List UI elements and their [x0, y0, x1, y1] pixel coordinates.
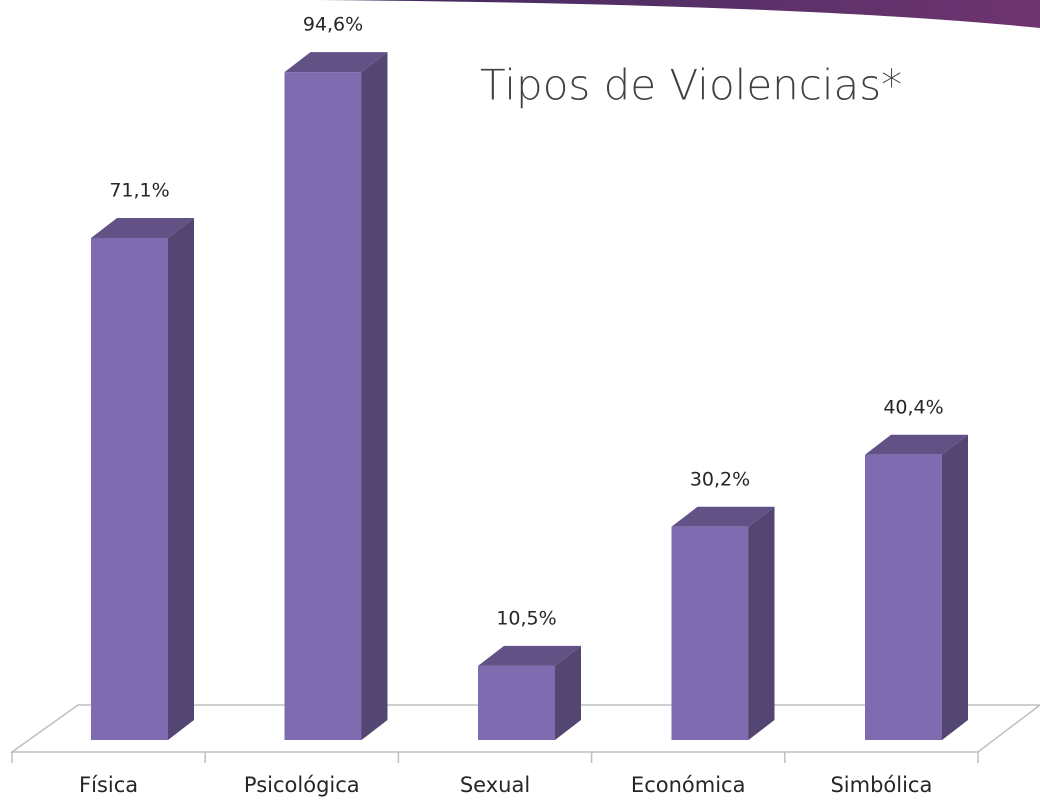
bar-top: [478, 645, 581, 666]
value-label: 71,1%: [109, 180, 169, 202]
value-label: 94,6%: [303, 14, 363, 36]
bar-top: [91, 218, 194, 239]
bar-side: [555, 645, 581, 740]
bar: [478, 645, 581, 740]
bar-front: [865, 454, 942, 740]
bar-side: [168, 218, 194, 740]
bar-top: [671, 506, 775, 527]
floor: [9, 704, 1040, 753]
bar-top: [865, 434, 968, 455]
x-tick-label: Económica: [631, 773, 746, 797]
value-label: 30,2%: [690, 468, 750, 490]
header-swoosh: [320, 0, 1040, 28]
value-label: 40,4%: [883, 396, 943, 418]
chart-title: Tipos de Violencias*: [480, 61, 902, 110]
bar: [865, 434, 968, 740]
x-tick-label: Física: [79, 773, 138, 797]
bar-side: [942, 434, 968, 740]
bar-front: [91, 238, 168, 740]
bar-front: [284, 72, 362, 740]
x-tick-label: Simbólica: [830, 773, 932, 797]
bar-front: [671, 526, 749, 740]
value-label: 10,5%: [496, 607, 556, 629]
bar-front: [478, 665, 555, 740]
bar-side: [361, 52, 388, 740]
bar-top: [284, 52, 388, 73]
x-tick-label: Sexual: [460, 773, 530, 797]
bar-side: [748, 506, 775, 740]
bar: [91, 218, 194, 740]
bar: [671, 506, 775, 740]
bar: [284, 52, 388, 740]
x-tick-label: Psicológica: [244, 773, 360, 797]
